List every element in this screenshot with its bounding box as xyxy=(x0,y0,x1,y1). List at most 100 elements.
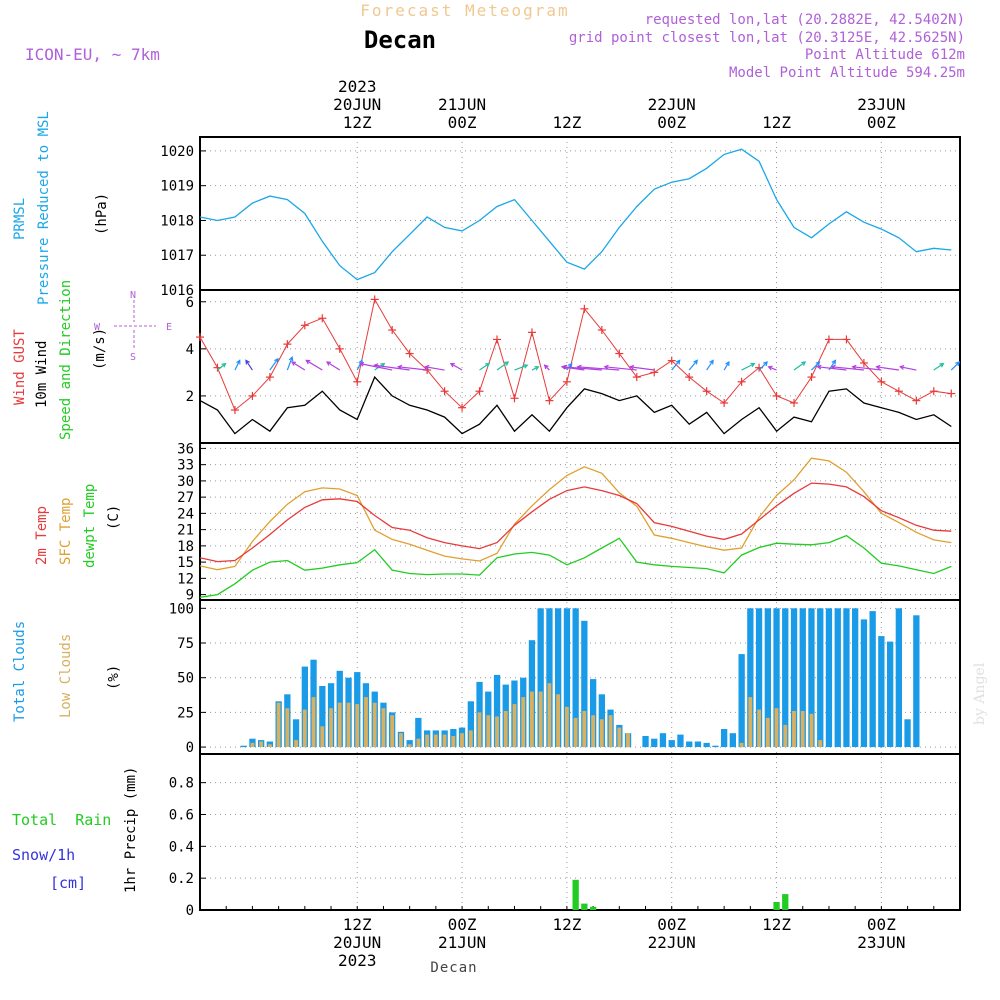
wind-arrow-head xyxy=(274,357,279,363)
low-cloud-bar xyxy=(495,716,499,747)
wind-arrow-head xyxy=(288,356,294,362)
total-cloud-bar xyxy=(319,686,326,747)
wind-arrow xyxy=(671,360,681,371)
precip-ytick-label: 0.4 xyxy=(169,839,194,855)
low-cloud-bar xyxy=(329,708,333,747)
gust-label: Wind GUST xyxy=(12,329,28,405)
prmsl-ytick-label: 1020 xyxy=(160,144,194,160)
total-cloud-bar xyxy=(694,741,702,747)
temperature-ytick-label: 27 xyxy=(177,490,194,506)
wind-arrow-head xyxy=(955,361,961,367)
total-cloud-bar xyxy=(249,738,256,747)
low-cloud-bar xyxy=(608,715,613,748)
rain-bar xyxy=(590,906,597,910)
wind-arrow-head xyxy=(675,359,681,365)
wind-arrow-head xyxy=(562,364,568,370)
wind-arrow xyxy=(496,361,509,371)
total-cloud-bar xyxy=(659,733,667,748)
low-cloud-bar xyxy=(372,702,377,748)
wind-arrow xyxy=(741,363,755,371)
precip-frame xyxy=(199,753,961,911)
low-cloud-bar xyxy=(337,702,342,748)
temp2m-line xyxy=(199,482,952,563)
total-cloud-bar xyxy=(869,611,876,748)
location-name: Decan xyxy=(364,26,436,54)
top-day-label: 21JUN xyxy=(438,95,486,114)
low-cloud-bar xyxy=(556,694,560,747)
low-cloud-bar xyxy=(285,708,290,747)
wind-arrow xyxy=(900,366,917,371)
precip-unit-label: 1hr Precip (mm) xyxy=(123,767,139,893)
low-cloud-bar xyxy=(573,717,578,747)
temperature-ytick-label: 24 xyxy=(177,506,194,522)
temperature-ytick-label: 15 xyxy=(177,555,194,571)
wind-arrow-head xyxy=(305,359,311,365)
total-cloud-bar xyxy=(537,608,544,747)
wind-arrow-head xyxy=(725,360,730,367)
low-cloud-bar xyxy=(538,691,543,748)
bottom-hour-label: 00Z xyxy=(867,915,896,934)
wind-arrow xyxy=(245,360,253,371)
low-cloud-bar xyxy=(250,742,255,748)
low-cloud-bar xyxy=(407,744,412,748)
clouds-ytick-label: 75 xyxy=(177,636,194,652)
top-hour-label: 12Z xyxy=(552,113,581,132)
pressure-panel xyxy=(200,148,952,281)
total-cloud-bar xyxy=(738,654,745,748)
temperature-ytick-label: 36 xyxy=(177,441,194,457)
wind-arrow-head xyxy=(763,361,768,367)
bottom-day-label: 23JUN xyxy=(857,933,905,952)
wind-arrow xyxy=(269,358,279,371)
footer-location: Decan xyxy=(430,960,477,976)
low-cloud-bar xyxy=(477,712,482,748)
low-cloud-bar xyxy=(739,742,744,748)
wind-arrow xyxy=(234,360,241,371)
low-cloud-bar xyxy=(757,709,761,748)
low-cloud-bar xyxy=(399,733,403,748)
grid-lines xyxy=(200,137,960,911)
low-cloud-bar xyxy=(599,719,604,747)
wind-arrow-head xyxy=(830,364,836,370)
top-hour-label: 12Z xyxy=(343,113,372,132)
wind-arrow-head xyxy=(576,364,582,370)
total-cloud-bar xyxy=(677,734,684,748)
total-cloud-bar xyxy=(467,701,474,748)
total-cloud-bar xyxy=(817,608,824,747)
low-cloud-bar xyxy=(565,706,569,747)
low-cloud-bar xyxy=(320,726,325,748)
wind-arrow-head xyxy=(523,364,529,369)
total-cloud-bar xyxy=(887,641,894,747)
wind-arrow-head xyxy=(801,361,807,366)
bottom-year-label: 2023 xyxy=(338,951,377,970)
wind-ytick-label: 2 xyxy=(186,389,194,405)
rain-bar xyxy=(581,903,588,910)
wind-arrow-head xyxy=(236,359,241,365)
wind-arrow-head xyxy=(567,362,573,368)
total-cloud-bar xyxy=(834,608,841,747)
total-cloud-bar xyxy=(572,608,579,747)
low-cloud-bar xyxy=(512,704,517,748)
temperature-ytick-label: 12 xyxy=(177,571,194,587)
total-cloud-bar xyxy=(808,608,815,747)
prmsl-label: PRMSL xyxy=(12,198,28,240)
chart-title: Forecast Meteogram xyxy=(360,1,569,20)
top-hour-label: 00Z xyxy=(448,113,477,132)
sfc-temp-label: SFC Temp xyxy=(58,498,74,565)
prmsl-ytick-label: 1016 xyxy=(160,283,194,299)
wind-arrow xyxy=(356,360,363,371)
axes: 1016101710181019102024691215182124273033… xyxy=(160,136,961,919)
bottom-hour-label: 12Z xyxy=(762,915,791,934)
wind-ytick-label: 4 xyxy=(186,342,194,358)
wind-unit-label: (m/s) xyxy=(92,328,108,370)
wind-arrow-head xyxy=(851,364,857,370)
compass-rose: N W E S xyxy=(94,290,172,363)
total-cloud-bar xyxy=(904,719,911,747)
total-cloud-bar xyxy=(764,608,771,747)
prmsl-ytick-label: 1019 xyxy=(160,179,194,195)
low-cloud-bar xyxy=(774,708,779,747)
wind-arrow-head xyxy=(939,362,945,368)
compass-south: S xyxy=(130,352,136,363)
low-cloud-bar xyxy=(302,709,307,748)
wind-arrow xyxy=(450,363,463,371)
low-cloud-bar xyxy=(765,717,770,747)
